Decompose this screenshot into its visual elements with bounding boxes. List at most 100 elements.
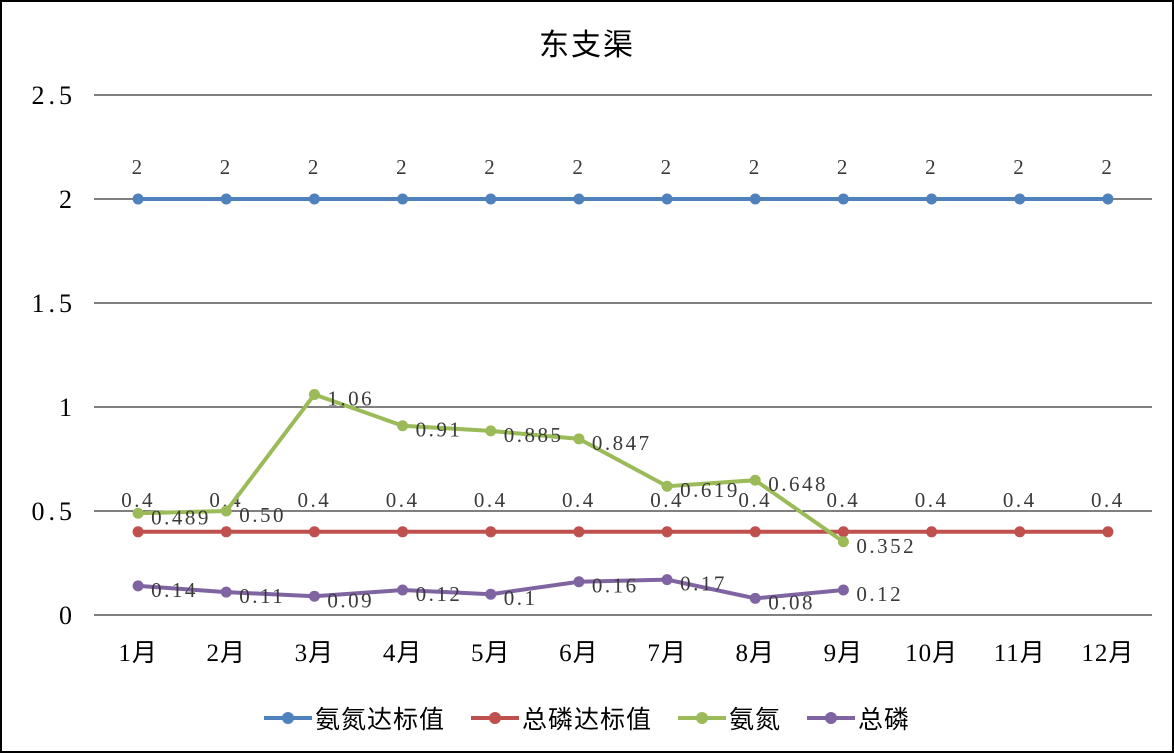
data-point-marker-nh3n	[573, 433, 585, 445]
data-point-marker-tp	[132, 580, 144, 592]
x-axis-label: 12月	[1081, 640, 1134, 667]
data-label-nh3n-standard: 2	[661, 155, 674, 179]
x-axis-label: 7月	[647, 640, 687, 667]
legend-item-tp-standard: 总磷达标值	[470, 700, 652, 736]
data-label-nh3n: 1.06	[327, 387, 374, 411]
data-point-marker-nh3n	[397, 420, 409, 432]
data-point-marker-tp-standard	[308, 526, 320, 538]
data-point-marker-tp	[661, 574, 673, 586]
data-point-marker-tp	[308, 590, 320, 602]
data-label-nh3n-standard: 2	[396, 155, 409, 179]
data-label-tp-standard: 0.4	[738, 488, 772, 512]
data-label-nh3n: 0.648	[768, 472, 828, 496]
data-label-nh3n: 0.847	[592, 431, 652, 455]
data-label-nh3n-standard: 2	[484, 155, 497, 179]
legend-label-nh3n-standard: 氨氮达标值	[314, 707, 445, 734]
data-label-tp-standard: 0.4	[562, 488, 596, 512]
legend-label-tp: 总磷	[858, 707, 911, 734]
y-axis-label: 1.5	[32, 289, 77, 318]
data-label-nh3n-standard: 2	[1013, 155, 1026, 179]
y-axis-label: 0.5	[32, 497, 77, 526]
data-label-tp: 0.12	[416, 582, 463, 606]
data-label-tp-standard: 0.4	[121, 488, 155, 512]
data-point-marker-nh3n	[132, 507, 144, 519]
data-label-tp: 0.17	[680, 572, 727, 596]
data-point-marker-tp-standard	[1102, 526, 1114, 538]
chart-legend: 氨氮达标值 总磷达标值 氨氮 总磷	[2, 700, 1172, 736]
data-point-marker-tp-standard	[397, 526, 409, 538]
data-label-nh3n-standard: 2	[132, 155, 145, 179]
data-point-marker-tp	[397, 584, 409, 596]
data-point-marker-nh3n-standard	[132, 193, 144, 205]
data-point-marker-nh3n	[308, 389, 320, 401]
data-point-marker-nh3n-standard	[837, 193, 849, 205]
legend-marker-tp-standard	[470, 712, 519, 724]
y-axis-label: 0	[59, 601, 76, 630]
data-point-marker-nh3n-standard	[1014, 193, 1026, 205]
legend-marker-tp	[807, 712, 856, 724]
data-point-marker-tp	[749, 592, 761, 604]
legend-label-nh3n: 氨氮	[729, 707, 782, 734]
data-point-marker-nh3n	[485, 425, 497, 437]
data-point-marker-tp-standard	[485, 526, 497, 538]
data-label-tp: 0.12	[856, 582, 903, 606]
y-axis-label: 2.5	[32, 81, 77, 110]
data-point-marker-nh3n-standard	[485, 193, 497, 205]
data-label-tp: 0.11	[239, 584, 285, 608]
data-point-marker-nh3n	[661, 480, 673, 492]
chart-title: 东支渠	[539, 29, 635, 62]
data-point-marker-nh3n-standard	[926, 193, 938, 205]
data-point-marker-tp-standard	[220, 526, 232, 538]
x-axis-label: 11月	[994, 640, 1046, 667]
legend-item-tp: 总磷	[807, 700, 910, 736]
data-point-marker-tp	[573, 576, 585, 588]
x-axis-label: 2月	[206, 640, 246, 667]
data-point-marker-tp	[837, 584, 849, 596]
data-point-marker-tp-standard	[749, 526, 761, 538]
data-label-nh3n: 0.619	[680, 478, 740, 502]
y-axis-label: 2	[59, 185, 76, 214]
data-label-nh3n-standard: 2	[220, 155, 233, 179]
data-label-nh3n-standard: 2	[837, 155, 850, 179]
data-point-marker-tp-standard	[132, 526, 144, 538]
data-label-tp-standard: 0.4	[1091, 488, 1125, 512]
x-axis-label: 4月	[383, 640, 423, 667]
data-label-nh3n: 0.50	[239, 503, 286, 527]
x-axis-label: 6月	[559, 640, 599, 667]
data-label-nh3n: 0.489	[151, 505, 211, 529]
data-label-tp-standard: 0.4	[474, 488, 508, 512]
data-label-tp: 0.14	[151, 578, 198, 602]
x-axis-label: 1月	[118, 640, 158, 667]
data-point-marker-nh3n	[749, 474, 761, 486]
data-label-nh3n-standard: 2	[749, 155, 762, 179]
data-point-marker-nh3n-standard	[749, 193, 761, 205]
data-label-nh3n-standard: 2	[1101, 155, 1114, 179]
data-point-marker-nh3n	[220, 505, 232, 517]
data-label-tp: 0.08	[768, 590, 815, 614]
data-label-nh3n-standard: 2	[308, 155, 321, 179]
data-point-marker-nh3n-standard	[308, 193, 320, 205]
x-axis-label: 3月	[295, 640, 335, 667]
data-point-marker-nh3n-standard	[1102, 193, 1114, 205]
x-axis-label: 10月	[905, 640, 958, 667]
data-point-marker-nh3n-standard	[397, 193, 409, 205]
data-label-nh3n-standard: 2	[925, 155, 938, 179]
data-point-marker-tp	[485, 588, 497, 600]
legend-marker-nh3n-standard	[263, 712, 312, 724]
data-label-tp-standard: 0.4	[1003, 488, 1037, 512]
data-label-tp-standard: 0.4	[298, 488, 332, 512]
data-label-tp-standard: 0.4	[827, 488, 861, 512]
data-point-marker-tp-standard	[926, 526, 938, 538]
legend-item-nh3n-standard: 氨氮达标值	[263, 700, 445, 736]
data-label-nh3n-standard: 2	[572, 155, 585, 179]
data-label-tp-standard: 0.4	[386, 488, 420, 512]
data-point-marker-nh3n-standard	[661, 193, 673, 205]
data-point-marker-nh3n-standard	[573, 193, 585, 205]
x-axis-label: 5月	[471, 640, 511, 667]
data-label-nh3n: 0.91	[416, 418, 463, 442]
data-label-tp-standard: 0.4	[915, 488, 949, 512]
legend-item-nh3n: 氨氮	[678, 700, 781, 736]
data-point-marker-nh3n-standard	[220, 193, 232, 205]
